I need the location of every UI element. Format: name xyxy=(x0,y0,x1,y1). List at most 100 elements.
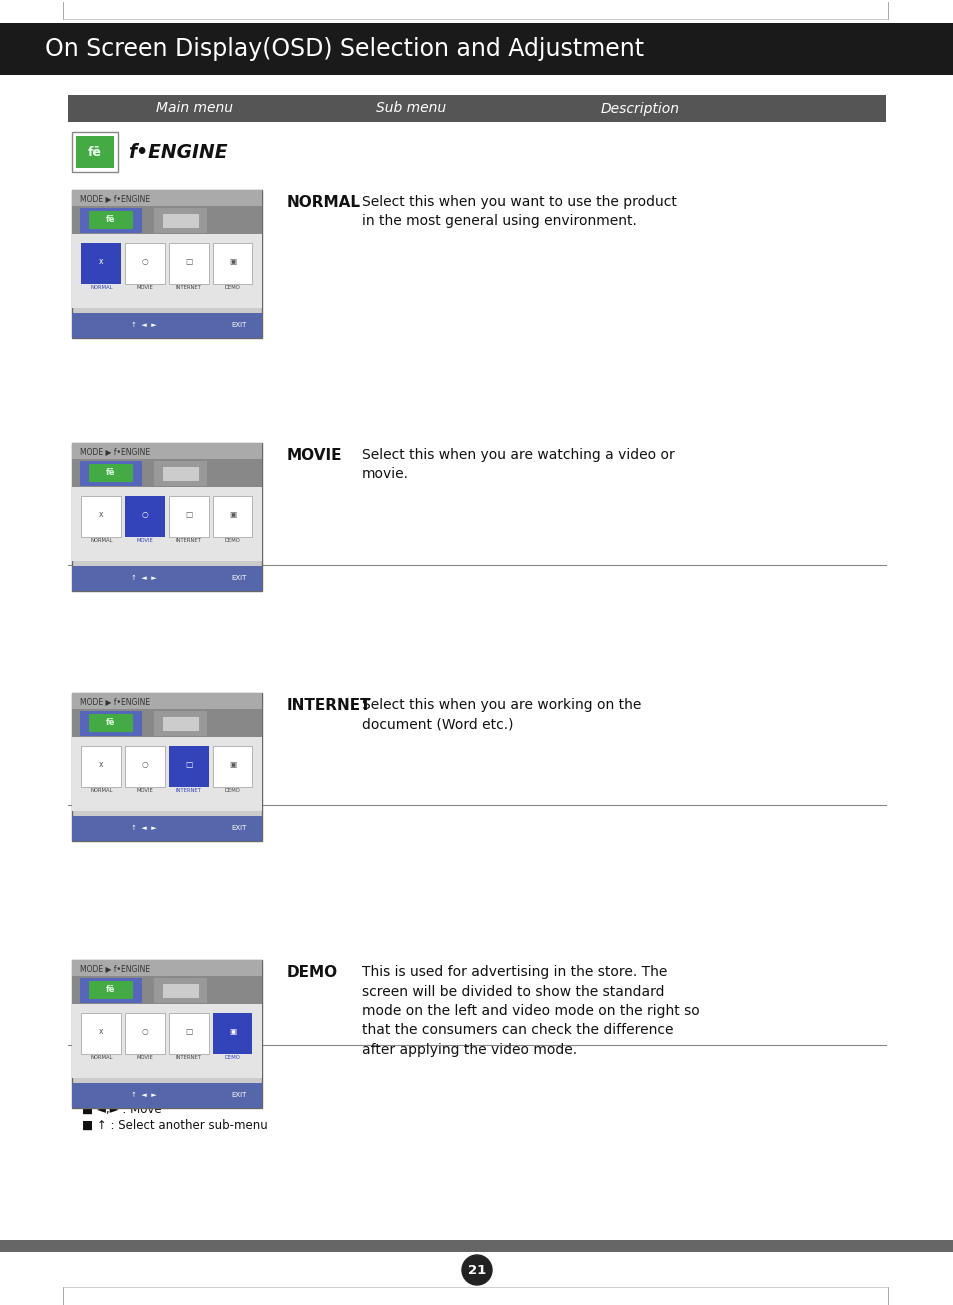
Bar xyxy=(71,693,262,710)
Bar xyxy=(153,207,207,232)
Text: x: x xyxy=(99,760,104,769)
Text: MOVIE: MOVIE xyxy=(136,788,153,793)
Text: Sub menu: Sub menu xyxy=(376,102,446,116)
Text: INTERNET: INTERNET xyxy=(175,788,202,793)
Text: MODE ▶ f•ENGINE: MODE ▶ f•ENGINE xyxy=(79,697,150,706)
Bar xyxy=(71,313,262,338)
Text: x: x xyxy=(99,510,104,519)
Bar xyxy=(81,1013,121,1054)
Text: ↑  ◄  ►: ↑ ◄ ► xyxy=(132,1092,157,1099)
Text: NORMAL: NORMAL xyxy=(287,194,360,210)
Bar xyxy=(213,1013,253,1054)
Text: x: x xyxy=(99,257,104,266)
Text: ↑  ◄  ►: ↑ ◄ ► xyxy=(132,826,157,831)
Text: This is used for advertising in the store. The
screen will be divided to show th: This is used for advertising in the stor… xyxy=(361,964,699,1057)
Text: fē: fē xyxy=(88,145,102,158)
Text: NORMAL: NORMAL xyxy=(91,284,112,290)
Text: MOVIE: MOVIE xyxy=(136,284,153,290)
Bar xyxy=(71,976,262,1005)
Text: INTERNET: INTERNET xyxy=(175,284,202,290)
Bar xyxy=(63,1287,64,1305)
Bar xyxy=(79,977,142,1002)
Bar xyxy=(63,3,64,20)
Text: Main menu: Main menu xyxy=(156,102,233,116)
Text: □: □ xyxy=(185,1027,193,1036)
Bar xyxy=(213,746,253,787)
Text: Select this when you are working on the
document (Word etc.): Select this when you are working on the … xyxy=(361,698,640,732)
Text: ■ ↑ : Select another sub-menu: ■ ↑ : Select another sub-menu xyxy=(82,1118,268,1131)
Bar xyxy=(81,243,121,284)
Bar xyxy=(71,960,262,1108)
Text: fē: fē xyxy=(106,718,115,727)
Text: MODE ▶ f•ENGINE: MODE ▶ f•ENGINE xyxy=(79,446,150,455)
Bar xyxy=(169,496,209,536)
Text: Select this when you want to use the product
in the most general using environme: Select this when you want to use the pro… xyxy=(361,194,677,228)
Bar xyxy=(79,461,142,485)
Bar xyxy=(89,211,132,230)
Bar xyxy=(213,243,253,284)
Bar xyxy=(81,746,121,787)
Text: ▣: ▣ xyxy=(229,1027,236,1036)
Text: NORMAL: NORMAL xyxy=(91,538,112,543)
Text: DEMO: DEMO xyxy=(225,538,240,543)
Text: fē: fē xyxy=(106,468,115,478)
Bar xyxy=(161,466,199,482)
Bar xyxy=(125,746,165,787)
Text: MOVIE: MOVIE xyxy=(136,538,153,543)
Text: Description: Description xyxy=(600,102,679,116)
Bar xyxy=(0,1240,953,1251)
Text: ■ ◄,► : Move: ■ ◄,► : Move xyxy=(82,1103,161,1116)
Text: ↑  ◄  ►: ↑ ◄ ► xyxy=(132,576,157,582)
Bar xyxy=(71,487,262,561)
Text: ○: ○ xyxy=(142,257,149,266)
Bar xyxy=(169,243,209,284)
Bar xyxy=(71,459,262,487)
Text: EXIT: EXIT xyxy=(232,322,247,329)
Text: NORMAL: NORMAL xyxy=(91,1054,112,1060)
Bar xyxy=(71,710,262,737)
Bar xyxy=(71,132,118,172)
Bar xyxy=(71,442,262,591)
Bar xyxy=(153,461,207,485)
Bar xyxy=(76,136,113,168)
Text: : Exit: : Exit xyxy=(119,1087,152,1100)
Bar xyxy=(68,95,885,121)
Text: Exit: Exit xyxy=(94,1087,119,1100)
Bar xyxy=(71,191,262,338)
Text: INTERNET: INTERNET xyxy=(175,1054,202,1060)
Text: INTERNET: INTERNET xyxy=(287,698,372,713)
Bar xyxy=(125,1013,165,1054)
Text: MOVIE: MOVIE xyxy=(136,1054,153,1060)
Text: DEMO: DEMO xyxy=(225,1054,240,1060)
Text: □: □ xyxy=(185,257,193,266)
Text: x: x xyxy=(99,1027,104,1036)
Text: □: □ xyxy=(185,510,193,519)
Text: INTERNET: INTERNET xyxy=(175,538,202,543)
Bar xyxy=(81,496,121,536)
Bar xyxy=(71,1005,262,1078)
Text: ○: ○ xyxy=(142,1027,149,1036)
Text: fē: fē xyxy=(106,215,115,224)
Text: ■: ■ xyxy=(82,1087,97,1100)
Bar xyxy=(153,711,207,736)
Text: fē: fē xyxy=(106,985,115,994)
Text: □: □ xyxy=(185,760,193,769)
Bar xyxy=(161,983,199,998)
Bar xyxy=(125,243,165,284)
Bar xyxy=(89,714,132,732)
Bar xyxy=(887,1287,888,1305)
Bar xyxy=(161,715,199,731)
Bar xyxy=(213,496,253,536)
Bar xyxy=(169,1013,209,1054)
Text: ▣: ▣ xyxy=(229,257,236,266)
Text: ▣: ▣ xyxy=(229,510,236,519)
Bar xyxy=(161,213,199,228)
Text: f•ENGINE: f•ENGINE xyxy=(128,142,227,162)
Bar xyxy=(79,207,142,232)
Bar xyxy=(71,191,262,206)
Text: 21: 21 xyxy=(467,1263,486,1276)
Bar xyxy=(71,693,262,840)
Bar xyxy=(79,711,142,736)
Text: DEMO: DEMO xyxy=(225,284,240,290)
Text: Select this when you are watching a video or
movie.: Select this when you are watching a vide… xyxy=(361,448,674,482)
